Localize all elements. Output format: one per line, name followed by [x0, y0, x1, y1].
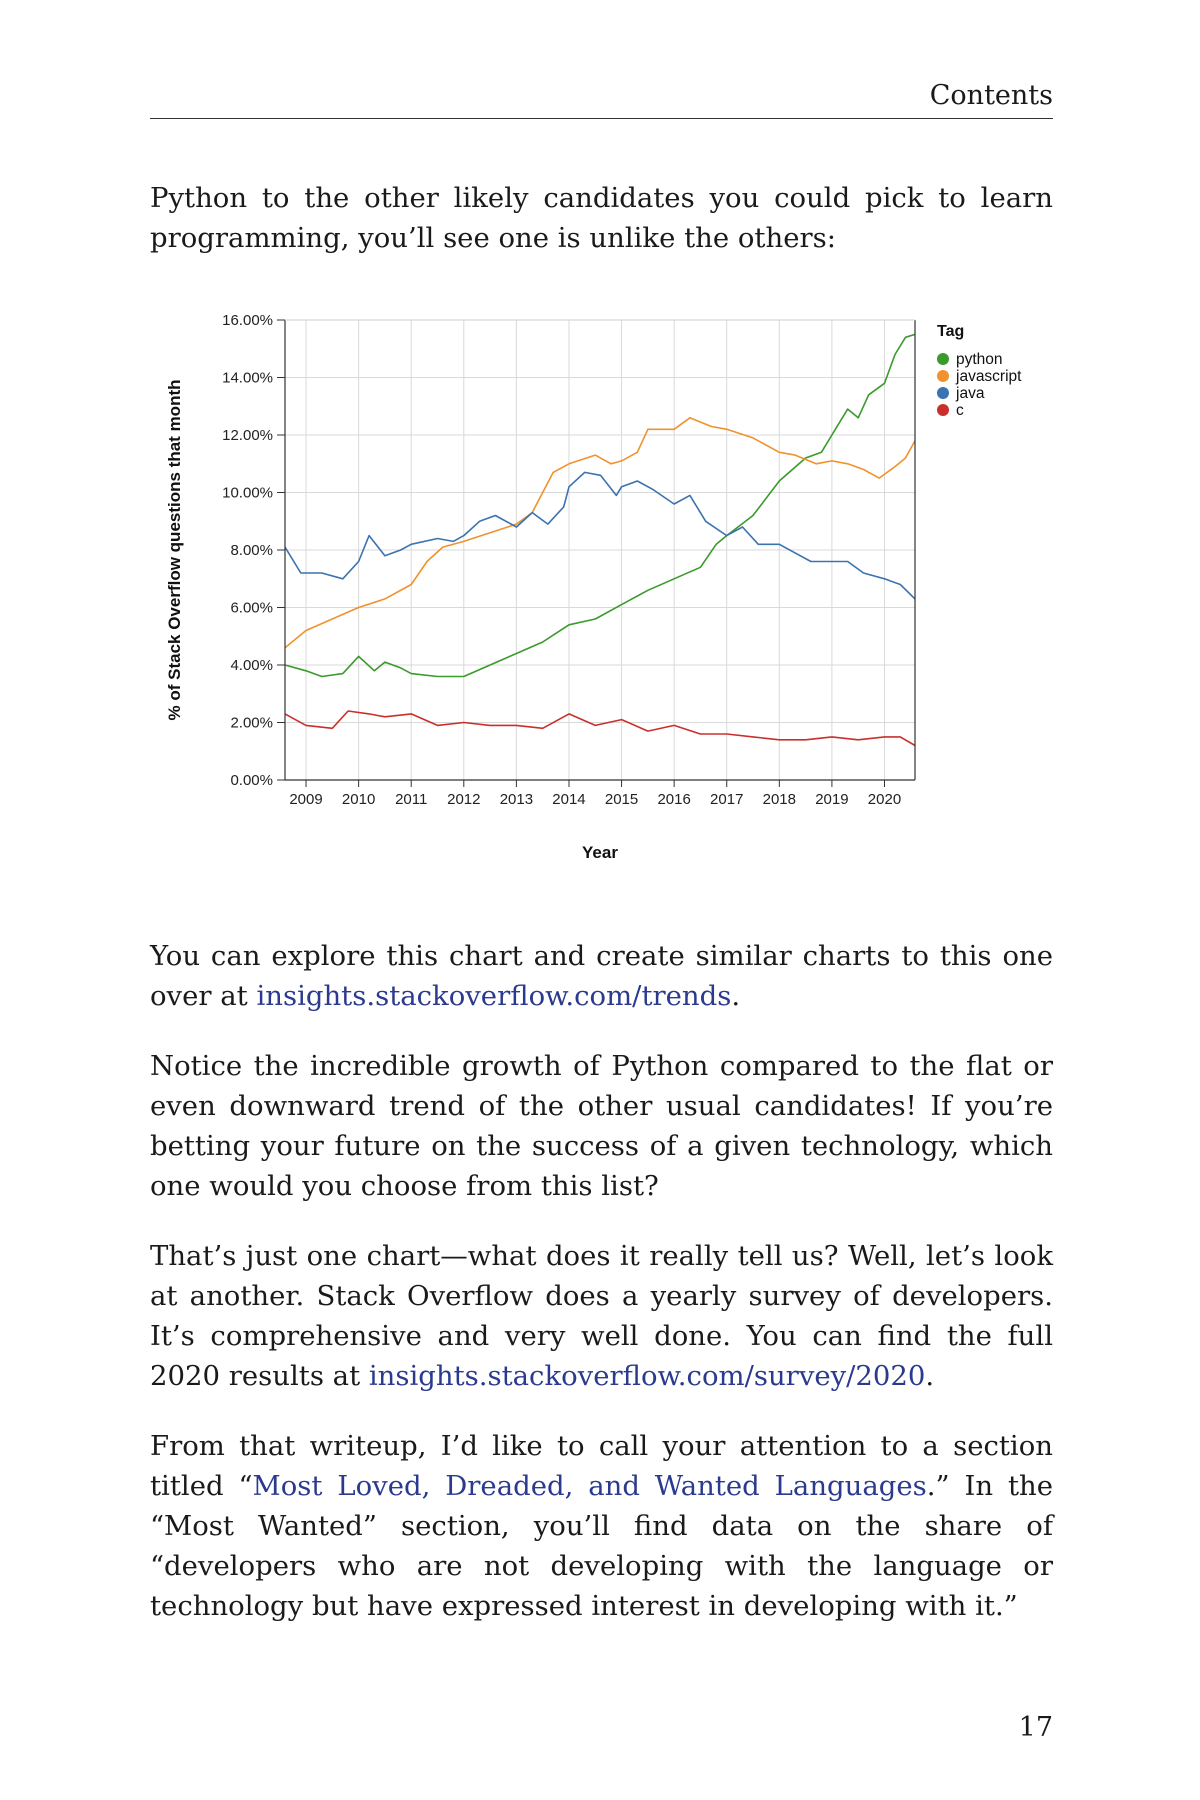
y-tick-label: 6.00%	[230, 600, 273, 617]
y-tick-label: 12.00%	[222, 427, 273, 444]
paragraph-survey-text: That’s just one chart—what does it reall…	[150, 1240, 1053, 1392]
y-tick-label: 16.00%	[222, 312, 273, 329]
running-header: Contents	[150, 80, 1053, 119]
x-tick-label: 2012	[447, 791, 480, 808]
series-line-java	[284, 471, 916, 600]
legend-label-java: java	[955, 385, 985, 402]
y-tick-label: 10.00%	[222, 485, 273, 502]
chart: 0.00% 2.00% 4.00% 6.00% 8.00% 10.00% 12.00% 14.…	[150, 300, 1053, 900]
series-line-javascript	[284, 417, 916, 649]
legend-title: Tag	[937, 323, 964, 340]
trends-link[interactable]: insights.stackoverflow.com/trends	[256, 980, 732, 1012]
x-tick-label: 2020	[868, 791, 901, 808]
page-number: 17	[1018, 1712, 1053, 1743]
x-tick-label: 2010	[342, 791, 375, 808]
paragraph-explore-text: You can explore this chart and create si…	[150, 940, 1053, 1012]
x-tick-label: 2015	[605, 791, 638, 808]
paragraph-explore: You can explore this chart and create si…	[150, 936, 1053, 1016]
intro-paragraph: Python to the other likely candidates yo…	[150, 182, 1053, 254]
y-tick-label: 8.00%	[230, 542, 273, 559]
paragraph-growth: Notice the incredible growth of Python c…	[150, 1050, 1053, 1202]
paragraph-most-wanted: From that writeup, I’d like to call your…	[150, 1426, 1053, 1626]
y-tick-label: 14.00%	[222, 370, 273, 387]
legend-label-c: c	[956, 402, 964, 419]
header-title: Contents	[929, 80, 1053, 111]
paragraph-most-wanted-end: .” In the “Most Wanted” section, you’ll …	[150, 1470, 1053, 1622]
x-tick-label: 2013	[500, 791, 533, 808]
legend-label-javascript: javascript	[955, 368, 1022, 385]
y-axis-title: % of Stack Overflow questions that month	[165, 380, 184, 721]
paragraph-survey: That’s just one chart—what does it reall…	[150, 1236, 1053, 1396]
x-axis-title: Year	[582, 843, 618, 862]
languages-section-link[interactable]: Most Loved, Dreaded, and Wanted Language…	[252, 1470, 927, 1502]
series-line-c	[284, 710, 916, 747]
legend-swatch-python	[937, 353, 949, 365]
legend-swatch-java	[937, 387, 949, 399]
x-tick-label: 2009	[289, 791, 322, 808]
line-chart-svg: 0.00% 2.00% 4.00% 6.00% 8.00% 10.00% 12.00% 14.…	[165, 312, 1022, 862]
legend-label-python: python	[956, 351, 1003, 368]
paragraph-survey-end: .	[925, 1360, 935, 1392]
x-tick-label: 2011	[395, 791, 427, 808]
y-tick-label: 0.00%	[230, 772, 273, 789]
chart-series	[284, 333, 916, 747]
x-tick-label: 2018	[763, 791, 796, 808]
series-line-python	[284, 333, 916, 678]
paragraph-explore-end: .	[731, 980, 741, 1012]
survey-link[interactable]: insights.stackoverflow.com/survey/2020	[368, 1360, 926, 1392]
y-tick-label: 4.00%	[230, 657, 273, 674]
legend-swatch-c	[937, 404, 949, 416]
x-tick-label: 2014	[552, 791, 585, 808]
chart-axes: 0.00% 2.00% 4.00% 6.00% 8.00% 10.00% 12.00% 14.…	[165, 312, 916, 862]
chart-grid	[285, 319, 915, 781]
x-tick-label: 2017	[710, 791, 743, 808]
paragraph-most-wanted-start: From that writeup, I’d like to call your…	[150, 1430, 1053, 1502]
legend-swatch-javascript	[937, 370, 949, 382]
y-tick-label: 2.00%	[230, 715, 273, 732]
x-tick-label: 2019	[815, 791, 848, 808]
x-tick-label: 2016	[657, 791, 690, 808]
